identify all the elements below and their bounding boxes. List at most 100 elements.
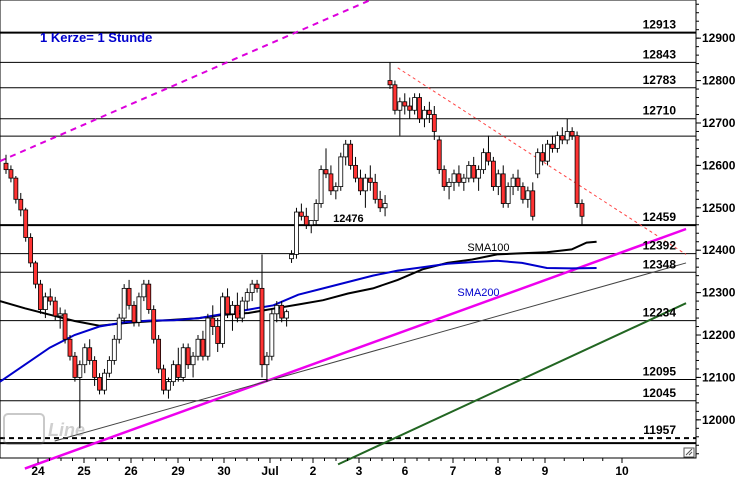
candle-body — [244, 292, 250, 302]
candle-body — [234, 304, 240, 319]
candle — [431, 106, 437, 140]
candle-body — [407, 105, 413, 111]
level-label-12459: 12459 — [643, 210, 677, 224]
svg-text:Line: Line — [48, 420, 85, 440]
candle — [476, 165, 482, 191]
candle — [490, 156, 496, 191]
candle — [520, 182, 526, 204]
candle — [62, 309, 68, 344]
candle — [387, 62, 393, 90]
candle — [377, 190, 383, 213]
trendline-magenta-dashed-upper — [0, 0, 373, 163]
candle-body — [97, 377, 102, 391]
candle — [18, 192, 24, 217]
candle-body — [170, 364, 176, 383]
candle-body — [200, 338, 206, 357]
candle-body — [520, 186, 526, 200]
candle-body — [554, 135, 560, 149]
candle — [397, 97, 403, 136]
candle — [569, 127, 575, 140]
candle — [372, 173, 378, 204]
candle — [294, 207, 299, 259]
candle-body — [146, 283, 152, 310]
candle-body — [294, 211, 299, 255]
candle-body — [569, 131, 575, 137]
candle-body — [289, 254, 294, 260]
candle — [500, 165, 506, 208]
candle — [358, 169, 363, 196]
candle-body — [87, 347, 93, 361]
candle-body — [500, 173, 506, 204]
candle — [515, 169, 521, 191]
candle — [313, 199, 319, 225]
x-tick-label: 29 — [171, 464, 185, 478]
candle — [382, 195, 388, 217]
candle — [456, 165, 462, 187]
y-tick-label: 12500 — [702, 201, 736, 215]
candle-body — [42, 296, 48, 310]
candle-body — [126, 287, 132, 306]
x-tick-label: 26 — [124, 464, 138, 478]
candle — [412, 93, 418, 115]
candle-body — [180, 347, 186, 378]
candle — [343, 139, 349, 166]
candle-body — [111, 338, 117, 361]
candle-body — [175, 364, 181, 378]
candle — [574, 131, 580, 208]
candle-body — [38, 283, 43, 310]
x-tick-label: Jul — [261, 464, 278, 478]
candle — [441, 165, 447, 191]
candle-body — [18, 198, 24, 211]
candle — [146, 279, 152, 314]
level-label-12392: 12392 — [643, 239, 677, 253]
candle — [175, 347, 181, 382]
candle — [495, 169, 501, 196]
candle — [481, 148, 486, 174]
candle — [126, 279, 132, 310]
x-tick-label: 2 — [310, 464, 317, 478]
candle-body — [121, 287, 127, 319]
candle — [67, 335, 73, 361]
resize-handle-icon[interactable] — [683, 447, 695, 458]
candle-body — [131, 304, 137, 323]
candle-body — [313, 203, 319, 221]
candle-body — [303, 215, 309, 226]
candle-body — [505, 186, 511, 204]
candle — [87, 339, 93, 365]
candle — [220, 292, 226, 348]
candle — [244, 288, 250, 310]
candle-body — [422, 109, 427, 120]
candle-body — [402, 101, 408, 107]
candle-body — [481, 152, 486, 171]
chart-title: 1 Kerze= 1 Stunde — [40, 30, 152, 45]
candle — [234, 292, 240, 323]
candle — [72, 351, 78, 382]
candle-body — [210, 317, 216, 327]
x-tick-label: 3 — [356, 464, 363, 478]
horizontal-levels — [0, 31, 696, 445]
candle — [486, 135, 491, 166]
candle-body — [156, 338, 162, 370]
candle — [205, 313, 211, 361]
candle-body — [161, 368, 166, 391]
candle-body — [559, 135, 565, 141]
candle — [82, 343, 88, 374]
candle-body — [550, 143, 555, 149]
candle-body — [333, 186, 339, 192]
candle — [269, 309, 275, 361]
candle-body — [215, 326, 221, 344]
candle — [215, 318, 221, 352]
candle — [166, 377, 171, 399]
candle-body — [490, 160, 496, 187]
candle — [156, 335, 162, 374]
candle-body — [28, 237, 34, 264]
candle — [318, 165, 324, 208]
y-tick-label: 12600 — [702, 158, 736, 172]
candle — [579, 199, 585, 225]
candle — [230, 301, 235, 331]
candle — [97, 373, 102, 395]
candle-body — [72, 355, 78, 378]
candle — [550, 135, 555, 153]
candle-body — [274, 304, 280, 315]
x-tick-label: 30 — [217, 464, 231, 478]
